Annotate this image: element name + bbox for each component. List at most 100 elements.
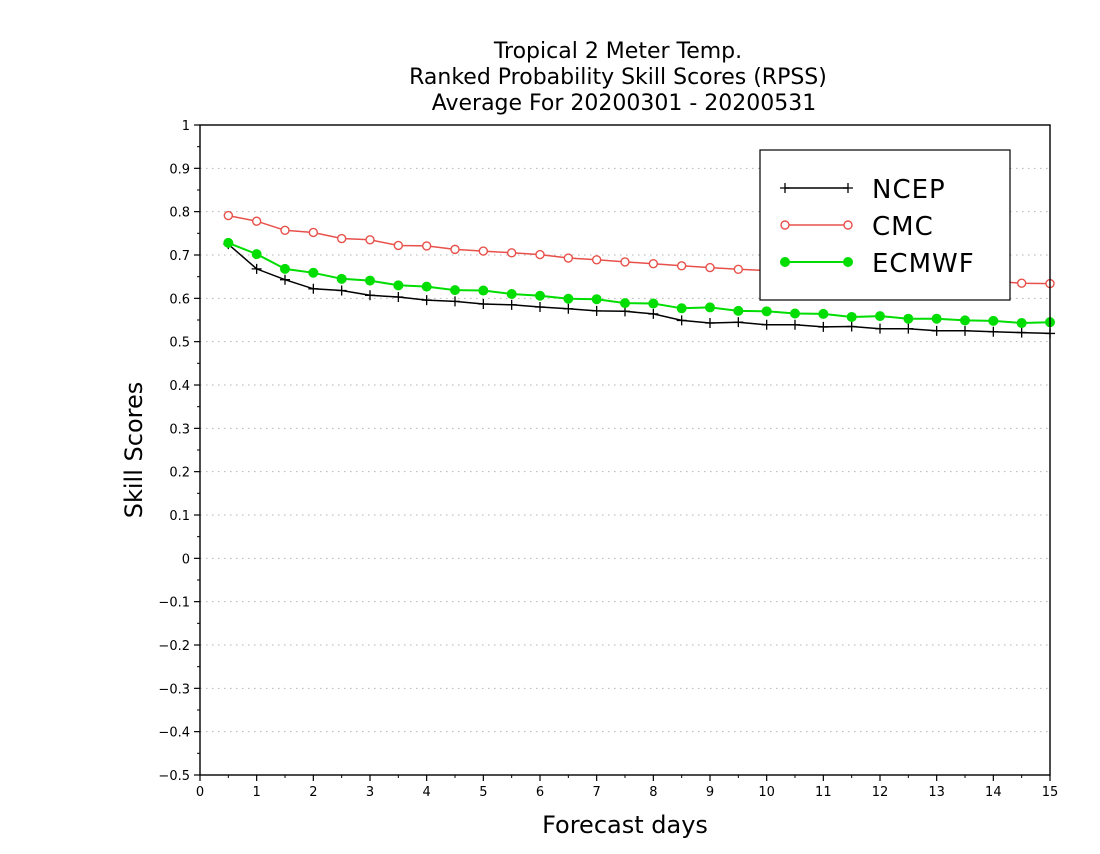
data-point-ncep <box>251 263 262 274</box>
y-tick-label: 1 <box>182 119 190 134</box>
legend-item-cmc: CMC <box>780 212 934 242</box>
data-point-ncep <box>818 321 829 332</box>
data-point-ncep <box>846 321 857 332</box>
x-tick-label: 15 <box>1042 785 1059 800</box>
data-point-ecmwf <box>620 298 630 309</box>
y-tick-label: 0.1 <box>169 509 190 524</box>
data-point-ecmwf <box>648 298 659 309</box>
y-axis-label: Skill Scores <box>120 382 148 519</box>
data-point-ncep <box>903 323 914 334</box>
x-tick-label: 9 <box>706 785 714 800</box>
data-point-cmc <box>705 262 715 273</box>
data-point-cmc <box>421 241 432 251</box>
data-point-ncep <box>393 292 404 303</box>
data-point-ncep <box>478 298 489 309</box>
x-tick-label: 11 <box>815 785 832 800</box>
data-point-ncep <box>1016 327 1027 338</box>
data-point-cmc <box>365 235 375 245</box>
data-point-ecmwf <box>1016 318 1027 329</box>
data-point-ecmwf <box>308 267 319 278</box>
y-tick-label: 0.2 <box>169 466 190 481</box>
legend-marker-cmc <box>843 220 853 230</box>
data-point-ecmwf <box>478 285 489 296</box>
data-point-ecmwf <box>421 281 432 292</box>
data-point-cmc <box>535 249 545 260</box>
data-point-ncep <box>790 319 800 330</box>
data-point-ecmwf <box>591 294 602 305</box>
data-point-ncep <box>280 274 290 285</box>
data-point-ecmwf <box>535 290 545 301</box>
chart-title: Tropical 2 Meter Temp. Ranked Probabilit… <box>409 39 827 116</box>
data-point-ecmwf <box>676 303 687 314</box>
data-point-cmc <box>648 258 659 269</box>
y-tick-label: 0.6 <box>169 292 190 307</box>
y-tick-label: −0.2 <box>158 639 190 654</box>
data-point-cmc <box>280 225 290 236</box>
x-tick-label: 2 <box>309 785 317 800</box>
data-point-cmc <box>506 248 517 258</box>
legend-label-cmc: CMC <box>872 212 934 242</box>
data-point-ecmwf <box>563 293 574 304</box>
legend-label-ncep: NCEP <box>872 175 946 205</box>
data-point-ncep <box>365 290 375 301</box>
data-point-ncep <box>336 285 347 296</box>
legend-marker-ncep <box>843 183 853 193</box>
data-point-cmc <box>223 210 234 221</box>
data-point-cmc <box>591 255 602 265</box>
data-point-cmc <box>1016 278 1027 288</box>
data-point-cmc <box>620 257 630 267</box>
x-axis-ticks: 0 1 2 3 4 5 6 7 8 9 10 11 12 13 14 15 <box>196 775 1058 800</box>
data-point-ecmwf <box>875 311 885 322</box>
data-point-cmc <box>251 216 262 226</box>
x-tick-label: 13 <box>928 785 945 800</box>
data-point-ncep <box>988 326 999 337</box>
y-axis-ticks: −0.5 −0.4 −0.3 −0.2 −0.1 0 0.1 0.2 0.3 0.4 0.5 0.6 0… <box>158 119 200 784</box>
data-point-ecmwf <box>988 315 999 326</box>
x-tick-label: 12 <box>872 785 889 800</box>
data-point-ecmwf <box>818 308 829 319</box>
legend-marker-cmc <box>780 220 790 230</box>
data-point-ecmwf <box>251 249 262 260</box>
data-point-ecmwf <box>450 285 460 296</box>
x-tick-label: 5 <box>479 785 487 800</box>
data-point-ncep <box>960 325 970 336</box>
data-point-ncep <box>535 302 545 312</box>
data-point-ncep <box>421 295 432 306</box>
data-point-ncep <box>563 303 574 314</box>
y-tick-label: 0.4 <box>169 379 190 394</box>
legend-item-ecmwf: ECMWF <box>780 249 975 279</box>
data-point-cmc <box>393 240 404 251</box>
legend-marker-ncep <box>780 183 790 193</box>
data-point-ecmwf <box>931 313 942 324</box>
y-tick-label: 0.3 <box>169 422 190 437</box>
legend-marker-ecmwf <box>780 257 790 267</box>
data-point-ecmwf <box>761 306 772 317</box>
data-point-ecmwf <box>365 275 375 286</box>
y-tick-label: −0.5 <box>158 769 190 784</box>
x-axis-label: Forecast days <box>542 811 708 839</box>
data-point-ecmwf <box>336 273 347 284</box>
data-point-ecmwf <box>846 311 857 322</box>
chart-title-line-3: Average For 20200301 - 20200531 <box>432 91 817 116</box>
data-point-ncep <box>761 319 772 330</box>
data-point-ecmwf <box>705 302 715 313</box>
y-tick-label: 0.9 <box>169 162 190 177</box>
data-point-cmc <box>676 261 687 271</box>
chart-title-line-2: Ranked Probability Skill Scores (RPSS) <box>409 65 827 90</box>
data-point-ecmwf <box>960 315 970 326</box>
data-point-ncep <box>875 323 885 334</box>
data-point-ecmwf <box>393 280 404 291</box>
legend: NCEP CMC ECMWF <box>759 149 1011 301</box>
x-tick-label: 10 <box>758 785 775 800</box>
legend-label-ecmwf: ECMWF <box>872 249 975 279</box>
data-point-cmc <box>478 246 489 256</box>
data-point-ncep <box>648 308 659 319</box>
data-point-cmc <box>336 233 347 244</box>
data-point-cmc <box>563 253 574 263</box>
data-point-ecmwf <box>733 305 744 316</box>
y-tick-label: 0 <box>182 552 190 567</box>
data-point-ncep <box>506 299 517 310</box>
data-point-ecmwf <box>790 308 800 319</box>
x-tick-label: 8 <box>649 785 657 800</box>
